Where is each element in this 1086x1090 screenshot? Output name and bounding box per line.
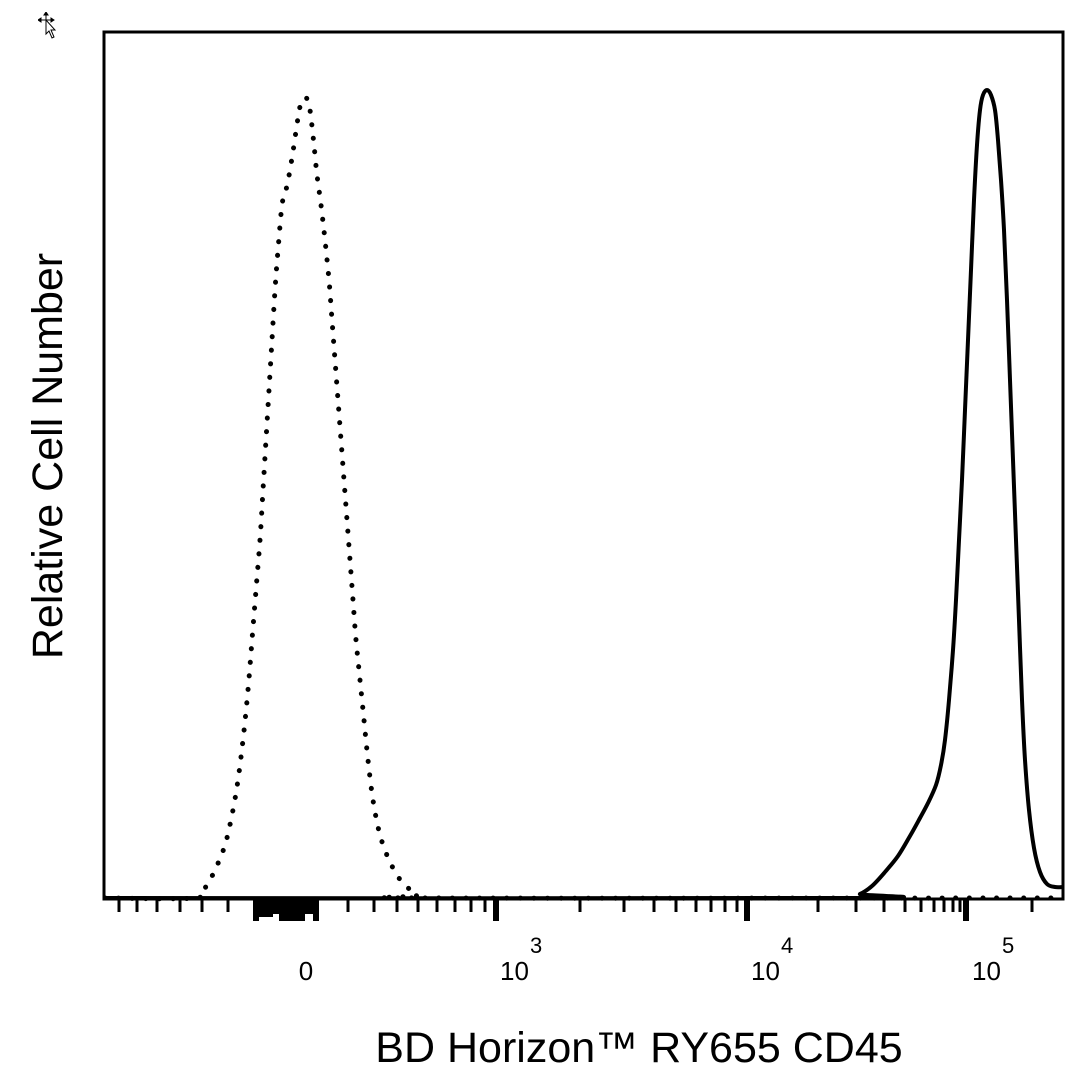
move-cursor-icon bbox=[38, 12, 57, 39]
x-tick-label-10-3-exp: 3 bbox=[530, 933, 542, 958]
x-tick-label-10-5: 10 bbox=[972, 956, 1001, 986]
plot-frame bbox=[102, 30, 1065, 901]
isotype-control-curve bbox=[102, 95, 1066, 902]
x-tick-label-10-4: 10 bbox=[751, 956, 780, 986]
zero-tick-cluster bbox=[253, 899, 319, 921]
x-tick-label-0: 0 bbox=[299, 956, 313, 986]
x-axis-title: BD Horizon™ RY655 CD45 bbox=[375, 1024, 902, 1072]
x-tick-label-10-4-exp: 4 bbox=[781, 933, 793, 958]
x-axis-ticks bbox=[117, 899, 1034, 921]
cd45-stained-curve bbox=[104, 88, 1064, 901]
x-tick-label-10-5-exp: 5 bbox=[1002, 933, 1014, 958]
x-axis-tick-labels: 0 10 3 10 4 10 5 bbox=[299, 933, 1014, 986]
x-tick-label-10-3: 10 bbox=[500, 956, 529, 986]
y-axis-title: Relative Cell Number bbox=[24, 253, 72, 659]
